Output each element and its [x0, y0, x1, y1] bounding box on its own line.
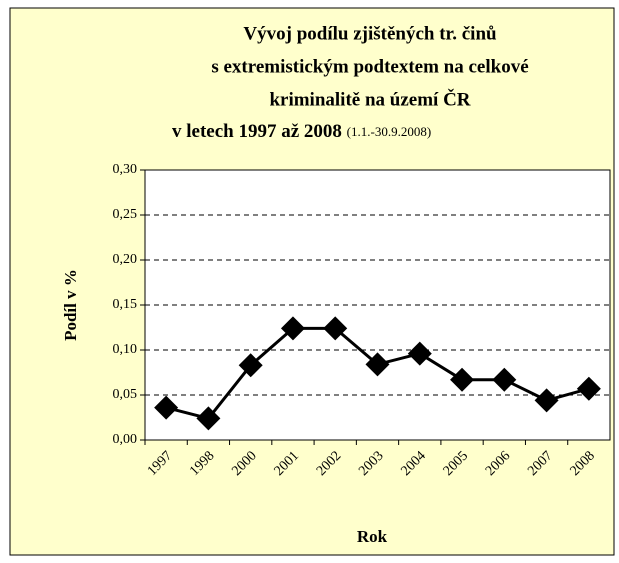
data-point [576, 376, 601, 401]
y-tick-label: 0,20 [113, 252, 138, 267]
chart-title: s extremistickým podtextem na celkové [211, 56, 528, 77]
data-point [154, 395, 179, 420]
chart-subtitle: (1.1.-30.9.2008) [347, 124, 432, 139]
data-point [365, 352, 390, 377]
x-axis-label: Rok [357, 527, 388, 546]
data-point [323, 316, 348, 341]
chart-title: kriminalitě na území ČR [269, 88, 470, 110]
data-point [450, 367, 475, 392]
y-axis-label: Podíl v % [61, 269, 80, 341]
data-point [238, 353, 263, 378]
y-tick-label: 0,15 [113, 297, 138, 312]
data-point [196, 406, 221, 431]
y-tick-label: 0,05 [113, 387, 138, 402]
chart-title: v letech 1997 až 2008 (1.1.-30.9.2008) [172, 121, 431, 142]
y-tick-label: 0,30 [113, 162, 138, 177]
y-tick-label: 0,10 [113, 342, 138, 357]
data-point [492, 367, 517, 392]
data-point [534, 388, 559, 413]
chart-title: Vývoj podílu zjištěných tr. činů [243, 23, 497, 44]
chart-title-line: v letech 1997 až 2008 [172, 121, 342, 142]
y-tick-label: 0,25 [113, 207, 138, 222]
data-point [280, 316, 305, 341]
data-point [407, 341, 432, 366]
y-tick-label: 0,00 [113, 432, 138, 447]
